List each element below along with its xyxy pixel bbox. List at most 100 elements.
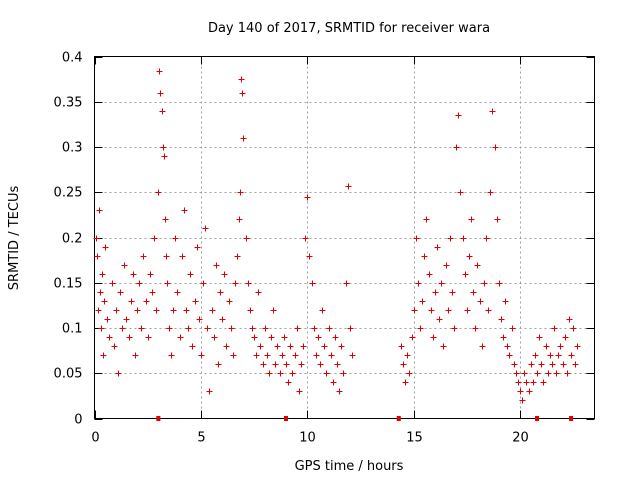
data-point [136, 280, 143, 287]
data-point [174, 289, 181, 296]
data-point [164, 280, 171, 287]
data-point [240, 135, 247, 142]
data-point [336, 388, 343, 395]
data-point [287, 343, 294, 350]
data-point [323, 370, 330, 377]
data-point [398, 343, 405, 350]
data-point [453, 144, 460, 151]
data-point [438, 280, 445, 287]
data-point [194, 244, 201, 251]
data-point [492, 144, 499, 151]
data-point [206, 388, 213, 395]
data-point [117, 289, 124, 296]
y-tick-label: 0.05 [54, 367, 83, 382]
y-tick-label: 0.4 [62, 51, 83, 66]
data-point [147, 271, 154, 278]
data-point [209, 307, 216, 314]
data-point [217, 289, 224, 296]
data-point [234, 253, 241, 260]
data-point [243, 235, 250, 242]
data-point [464, 307, 471, 314]
x-axis-label: GPS time / hours [295, 459, 404, 474]
data-point [526, 388, 533, 395]
y-tick-label: 0.2 [62, 232, 83, 247]
data-point [97, 289, 104, 296]
data-point [106, 334, 113, 341]
data-point [270, 307, 277, 314]
data-point [506, 352, 513, 359]
data-point [168, 352, 175, 359]
data-point [211, 334, 218, 341]
data-point [311, 325, 318, 332]
data-point [101, 298, 108, 305]
data-point [330, 379, 337, 386]
data-point [328, 352, 335, 359]
data-point [574, 343, 581, 350]
data-point [289, 370, 296, 377]
data-point [119, 325, 126, 332]
data-point [296, 388, 303, 395]
data-point [111, 343, 118, 350]
data-point [409, 334, 416, 341]
data-point [230, 352, 237, 359]
data-point [245, 280, 252, 287]
data-point [470, 289, 477, 296]
data-point [132, 352, 139, 359]
data-point [181, 207, 188, 214]
data-point [570, 325, 577, 332]
data-point [239, 90, 246, 97]
data-point [530, 379, 537, 386]
data-point [134, 307, 141, 314]
data-point [474, 262, 481, 269]
data-point [511, 361, 518, 368]
gap-marker [156, 416, 161, 421]
data-point [411, 307, 418, 314]
data-point [192, 298, 199, 305]
data-point [274, 343, 281, 350]
data-point [143, 298, 150, 305]
data-point [487, 189, 494, 196]
data-point [513, 370, 520, 377]
data-point [485, 307, 492, 314]
data-point [521, 370, 528, 377]
data-point [494, 216, 501, 223]
data-point [238, 76, 245, 83]
data-point [321, 343, 328, 350]
data-point [160, 144, 167, 151]
data-point [226, 298, 233, 305]
data-point [215, 361, 222, 368]
x-tick-label: 0 [91, 431, 99, 446]
data-point [460, 235, 467, 242]
gap-marker [569, 416, 574, 421]
data-point [528, 361, 535, 368]
data-point [349, 352, 356, 359]
x-tick-label: 20 [512, 431, 529, 446]
data-point [519, 397, 526, 404]
data-point [479, 343, 486, 350]
x-tick-label: 15 [406, 431, 423, 446]
data-point [157, 90, 164, 97]
data-point [404, 352, 411, 359]
data-point [298, 361, 305, 368]
gap-marker [535, 416, 540, 421]
data-point [466, 253, 473, 260]
data-point [498, 316, 505, 323]
data-point [189, 343, 196, 350]
data-point [555, 352, 562, 359]
data-point [177, 334, 184, 341]
data-point [115, 370, 122, 377]
data-point [153, 307, 160, 314]
data-point [121, 262, 128, 269]
data-point [345, 183, 352, 190]
data-point [432, 289, 439, 296]
data-point [237, 189, 244, 196]
gap-marker [396, 416, 401, 421]
data-point [543, 343, 550, 350]
data-point [347, 325, 354, 332]
chart-title: Day 140 of 2017, SRMTID for receiver war… [208, 21, 490, 36]
data-point [504, 343, 511, 350]
data-point [568, 352, 575, 359]
data-point [562, 334, 569, 341]
data-point [202, 225, 209, 232]
data-point [99, 271, 106, 278]
